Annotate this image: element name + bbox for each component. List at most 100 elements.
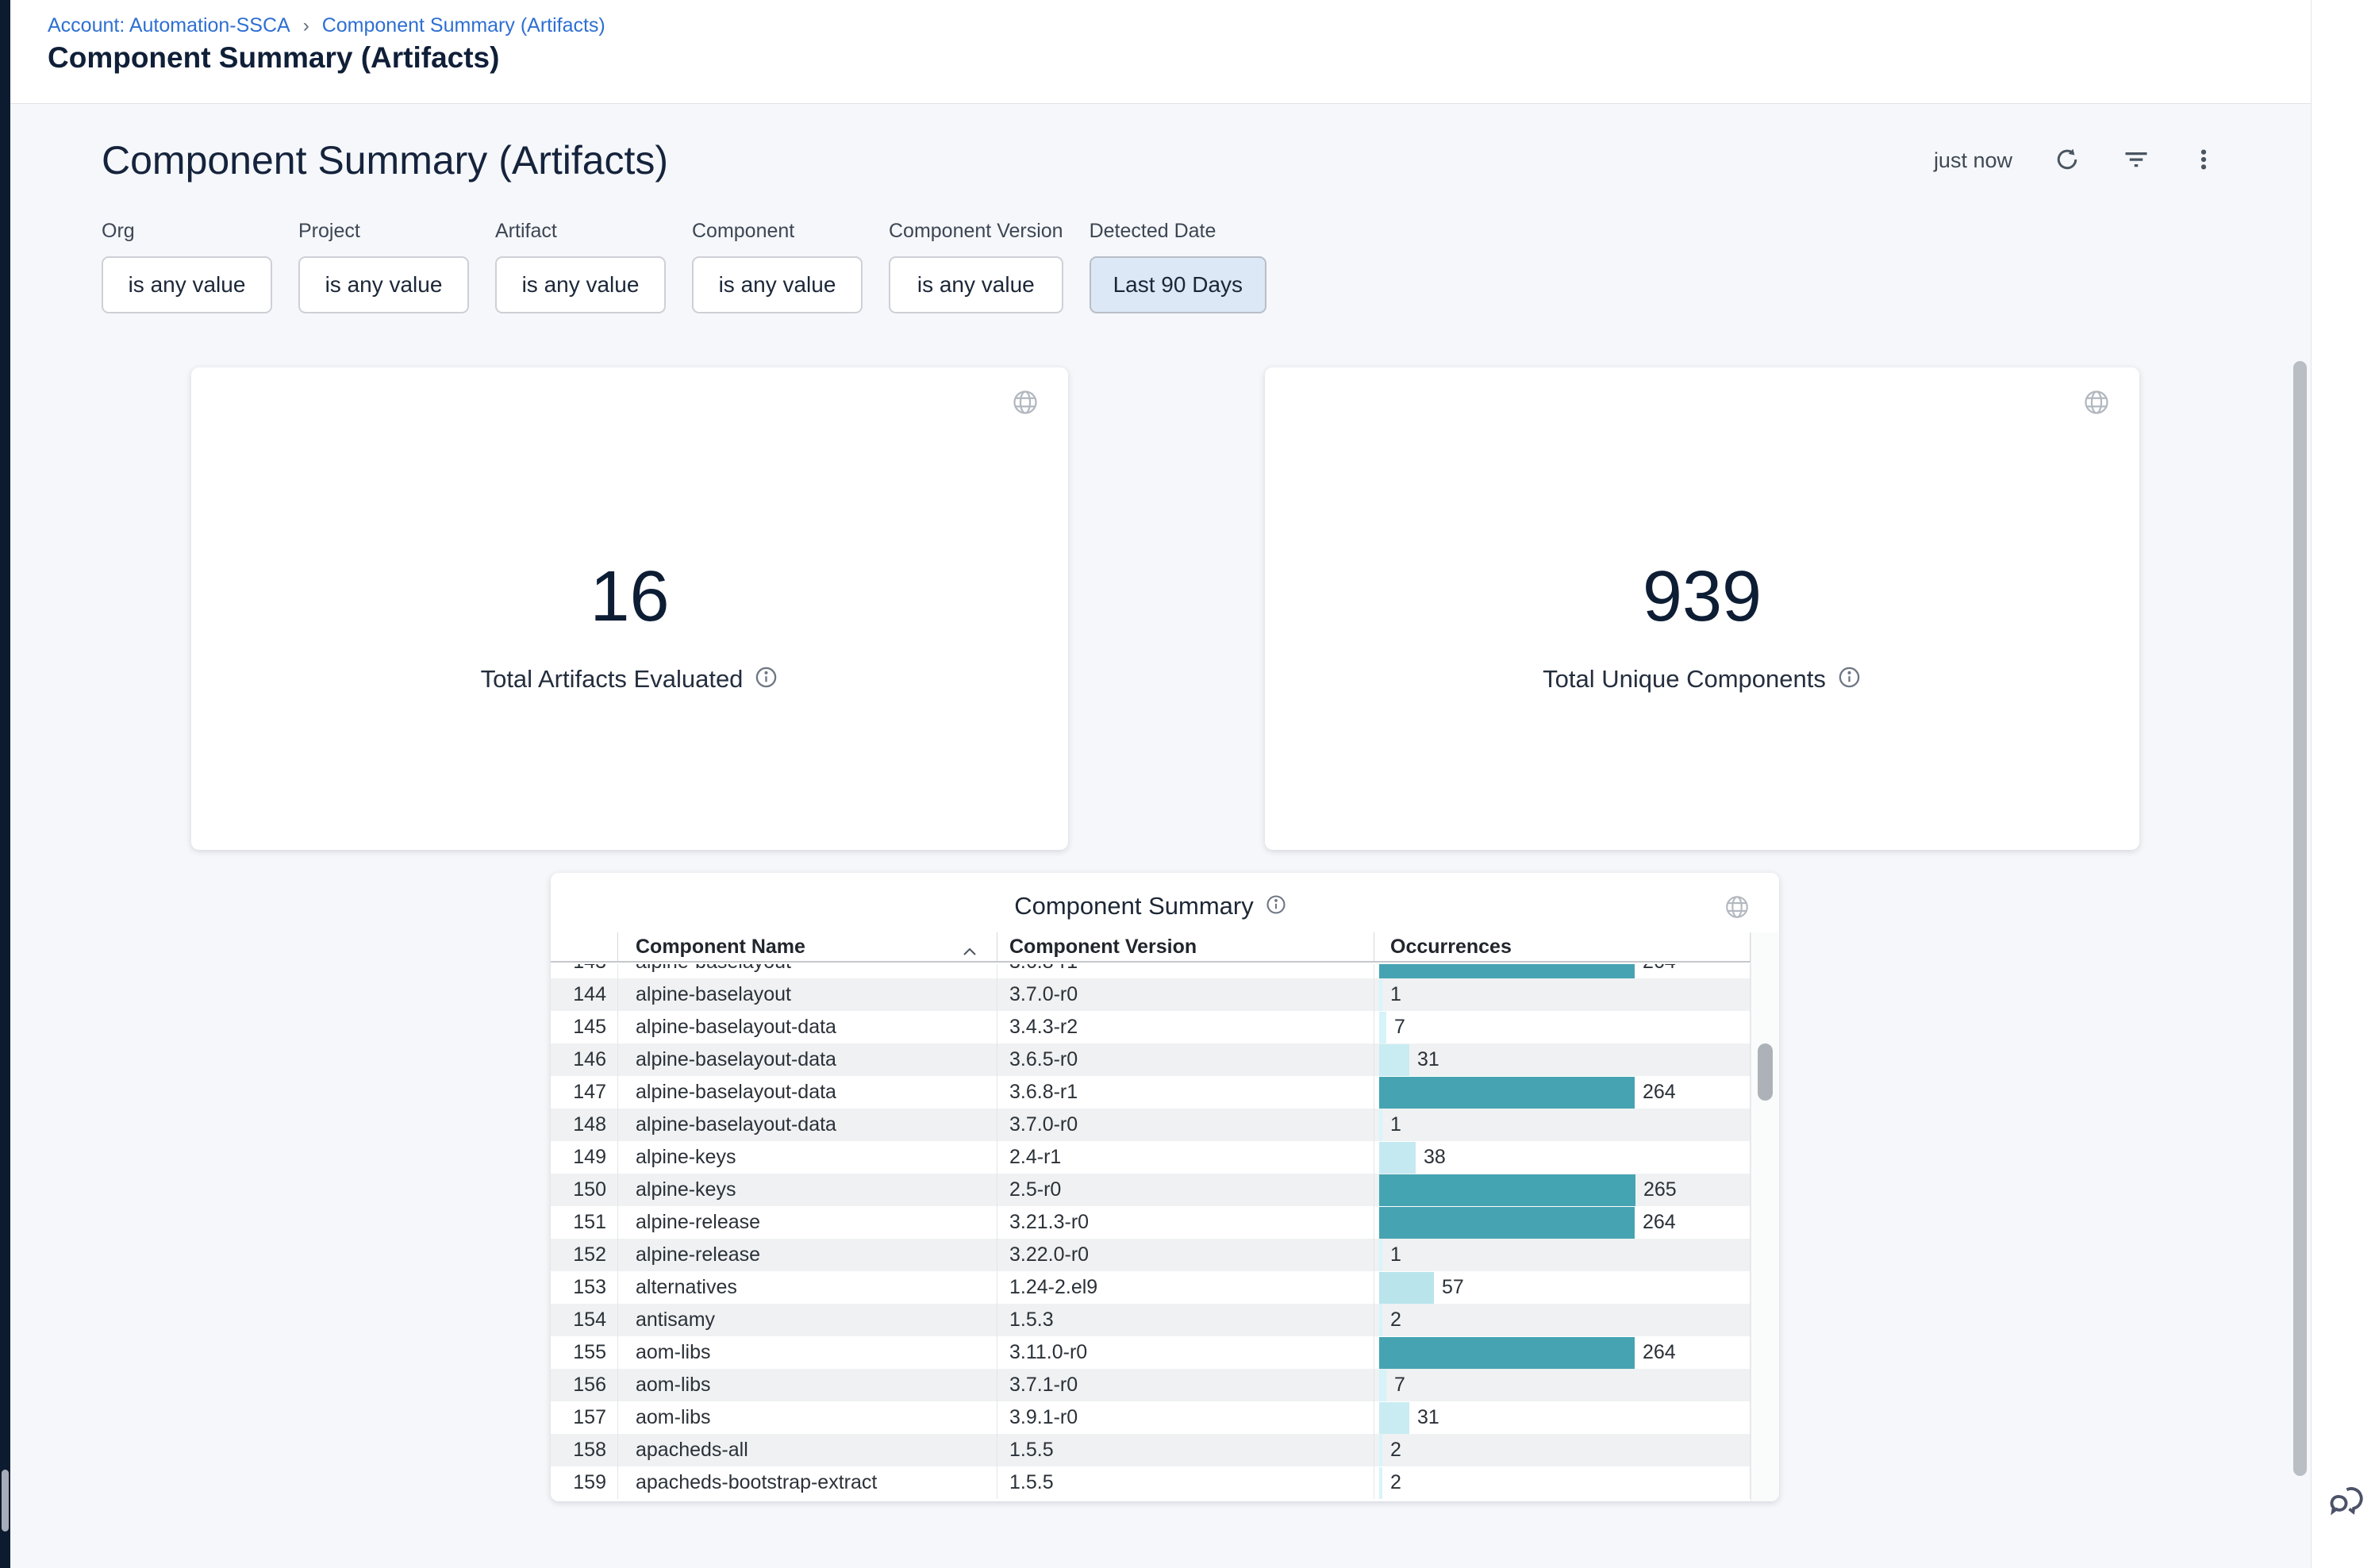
component-version-cell: 3.7.0-r0 [997,1109,1374,1141]
component-summary-card: Component Summary Component Name Compone… [551,873,1779,1501]
component-name-cell: alpine-baselayout-data [618,1109,997,1141]
filter-label: Org [102,220,135,242]
occurrences-bar [1379,1011,1386,1043]
occurrences-cell: 7 [1374,1011,1751,1043]
component-version-cell: 1.5.3 [997,1304,1374,1336]
filter-group-component-version: Component Version is any value [889,220,1063,313]
filter-group-detected-date: Detected Date Last 90 Days [1089,220,1267,313]
breadcrumb: Account: Automation-SSCA › Component Sum… [48,14,605,37]
occurrences-bar [1379,964,1635,978]
column-header-component-name[interactable]: Component Name [618,932,997,961]
kebab-menu-icon [2192,146,2216,175]
dashboard-more-button[interactable] [2192,146,2216,175]
table-row[interactable]: 148 alpine-baselayout-data 3.7.0-r0 1 [551,1109,1751,1141]
component-version-cell: 3.9.1-r0 [997,1401,1374,1434]
row-index: 151 [551,1206,618,1239]
occurrences-cell: 7 [1374,1369,1751,1401]
filter-label: Artifact [495,220,557,242]
help-chat-button[interactable] [2327,1481,2371,1525]
breadcrumb-account-link[interactable]: Account: Automation-SSCA [48,14,290,37]
occurrences-bar [1379,1271,1434,1304]
occurrences-bar [1379,1206,1635,1239]
component-version-cell: 3.7.1-r0 [997,1369,1374,1401]
dashboard-filters-button[interactable] [2122,145,2150,176]
table-row[interactable]: 149 alpine-keys 2.4-r1 38 [551,1141,1751,1174]
filter-value-button-artifact[interactable]: is any value [495,256,666,313]
table-row[interactable]: 145 alpine-baselayout-data 3.4.3-r2 7 [551,1011,1751,1043]
occurrences-cell: 264 [1374,1206,1751,1239]
table-row[interactable]: 152 alpine-release 3.22.0-r0 1 [551,1239,1751,1271]
table-row[interactable]: 155 aom-libs 3.11.0-r0 264 [551,1336,1751,1369]
component-version-cell: 3.6.5-r0 [997,1043,1374,1076]
component-name-cell: aom-libs [618,1336,997,1369]
globe-icon [1724,894,1751,924]
page-title: Component Summary (Artifacts) [48,41,500,74]
row-index: 155 [551,1336,618,1369]
info-icon[interactable] [1837,665,1862,694]
occurrences-bar [1379,1336,1635,1369]
filter-value-button-org[interactable]: is any value [102,256,272,313]
column-header-label: Component Name [636,935,805,958]
table-row[interactable]: 147 alpine-baselayout-data 3.6.8-r1 264 [551,1076,1751,1109]
component-name-cell: alpine-baselayout [618,978,997,1011]
table-body: 143alpine-baselayout3.6.8-r1264144alpine… [551,964,1751,1501]
row-index: 150 [551,1174,618,1206]
row-index: 159 [551,1466,618,1499]
table-scrollbar-thumb[interactable] [1758,1043,1773,1101]
filter-value-button-component-version[interactable]: is any value [889,256,1063,313]
occurrences-bar [1379,978,1382,1011]
filter-label: Project [298,220,360,242]
column-header-occurrences[interactable]: Occurrences [1374,932,1751,961]
table-row[interactable]: 156 aom-libs 3.7.1-r0 7 [551,1369,1751,1401]
breadcrumb-separator: › [302,14,309,37]
filter-value-button-detected-date[interactable]: Last 90 Days [1089,256,1267,313]
table-row[interactable]: 146 alpine-baselayout-data 3.6.5-r0 31 [551,1043,1751,1076]
component-version-cell: 3.11.0-r0 [997,1336,1374,1369]
info-icon[interactable] [754,665,778,694]
occurrences-bar [1379,1239,1382,1271]
occurrences-cell: 1 [1374,1239,1751,1271]
sidebar-scrollbar-thumb[interactable] [2,1470,9,1531]
occurrences-value: 2 [1390,1309,1401,1331]
occurrences-bar [1379,1369,1386,1401]
component-version-cell: 3.21.3-r0 [997,1206,1374,1239]
occurrences-bar [1379,1304,1382,1336]
occurrences-cell: 2 [1374,1466,1751,1499]
unique-components-label: Total Unique Components [1543,665,1826,693]
collapsed-sidebar[interactable] [0,0,10,1568]
filter-label: Detected Date [1089,220,1216,242]
component-version-cell: 2.5-r0 [997,1174,1374,1206]
filter-value-button-component[interactable]: is any value [692,256,863,313]
component-name-cell: alpine-keys [618,1141,997,1174]
column-header-component-version[interactable]: Component Version [997,932,1374,961]
page-scrollbar-thumb[interactable] [2293,361,2307,1476]
filter-group-component: Component is any value [692,220,863,313]
table-scrollbar-track[interactable] [1751,932,1779,1501]
component-version-cell: 3.4.3-r2 [997,1011,1374,1043]
table-row[interactable]: 159 apacheds-bootstrap-extract 1.5.5 2 [551,1466,1751,1499]
sort-ascending-icon [962,940,978,963]
info-icon[interactable] [1265,894,1287,920]
stat-card-total-artifacts: 16 Total Artifacts Evaluated [191,367,1068,850]
table-row[interactable]: 157 aom-libs 3.9.1-r0 31 [551,1401,1751,1434]
occurrences-value: 2 [1390,1471,1401,1493]
occurrences-cell: 1 [1374,1109,1751,1141]
table-row[interactable]: 158 apacheds-all 1.5.5 2 [551,1434,1751,1466]
table-row[interactable]: 153 alternatives 1.24-2.el9 57 [551,1271,1751,1304]
occurrences-bar [1379,1174,1635,1206]
refresh-button[interactable] [2054,146,2081,175]
table-row[interactable]: 150 alpine-keys 2.5-r0 265 [551,1174,1751,1206]
filter-group-artifact: Artifact is any value [495,220,666,313]
component-name-cell: alpine-baselayout [618,964,997,978]
row-index: 143 [551,964,618,978]
column-header-label: Component Version [1009,935,1197,958]
breadcrumb-page-link[interactable]: Component Summary (Artifacts) [321,14,605,37]
occurrences-cell: 38 [1374,1141,1751,1174]
filter-value-button-project[interactable]: is any value [298,256,469,313]
table-row[interactable]: 151 alpine-release 3.21.3-r0 264 [551,1206,1751,1239]
occurrences-bar [1379,1466,1382,1499]
table-row[interactable]: 144 alpine-baselayout 3.7.0-r0 1 [551,978,1751,1011]
table-row[interactable]: 154 antisamy 1.5.3 2 [551,1304,1751,1336]
row-index: 154 [551,1304,618,1336]
